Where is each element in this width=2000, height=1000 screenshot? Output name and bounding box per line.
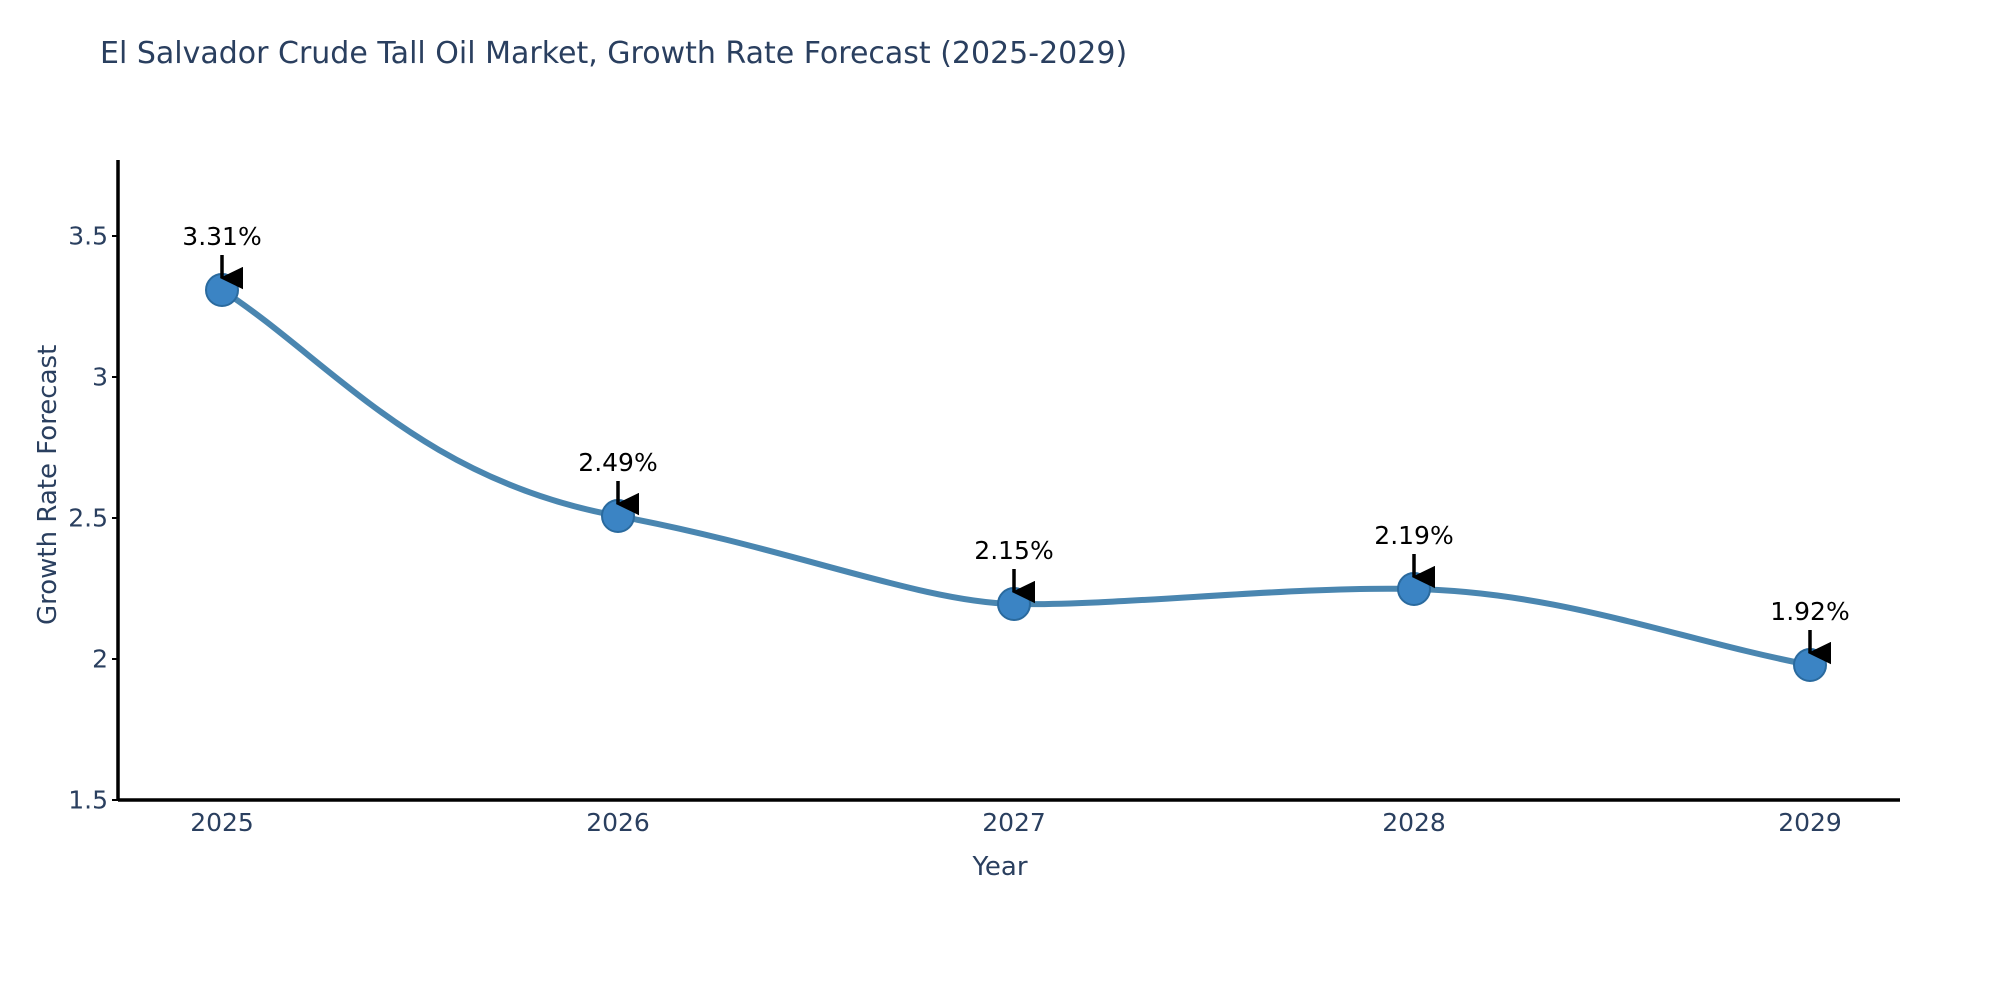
- x-tick-label: 2027: [982, 808, 1046, 837]
- x-tick-label: 2026: [586, 808, 650, 837]
- y-tick-label: 3: [92, 362, 108, 392]
- x-tick-label: 2025: [190, 808, 254, 837]
- data-point-label: 2.19%: [1374, 521, 1454, 550]
- y-tick-label: 3.5: [68, 221, 108, 251]
- data-point-label: 3.31%: [182, 222, 262, 251]
- x-tick-label: 2028: [1382, 808, 1446, 837]
- page-title: El Salvador Crude Tall Oil Market, Growt…: [100, 36, 1128, 71]
- data-point-label: 1.92%: [1770, 597, 1850, 626]
- data-point-marker: [1793, 648, 1827, 682]
- y-tick-labels: 3.5 3 2.5 2 1.5: [8, 0, 108, 1000]
- x-tick-label: 2029: [1778, 808, 1842, 837]
- x-axis-title: Year: [972, 852, 1028, 882]
- data-point-marker: [997, 587, 1031, 621]
- data-point-markers: [205, 273, 1827, 682]
- y-tick-label: 1.5: [68, 785, 108, 815]
- data-point-marker: [1397, 572, 1431, 606]
- data-point-marker: [601, 499, 635, 533]
- data-point-label: 2.15%: [974, 536, 1054, 565]
- y-tick-label: 2: [92, 644, 108, 674]
- data-point-marker: [205, 273, 239, 307]
- y-tick-marks: [112, 235, 118, 801]
- y-tick-label: 2.5: [68, 503, 108, 533]
- footnote-container: Note: The market forecast is derived thr…: [0, 900, 2000, 960]
- annotation-arrows: [219, 255, 1831, 665]
- data-point-label: 2.49%: [578, 448, 658, 477]
